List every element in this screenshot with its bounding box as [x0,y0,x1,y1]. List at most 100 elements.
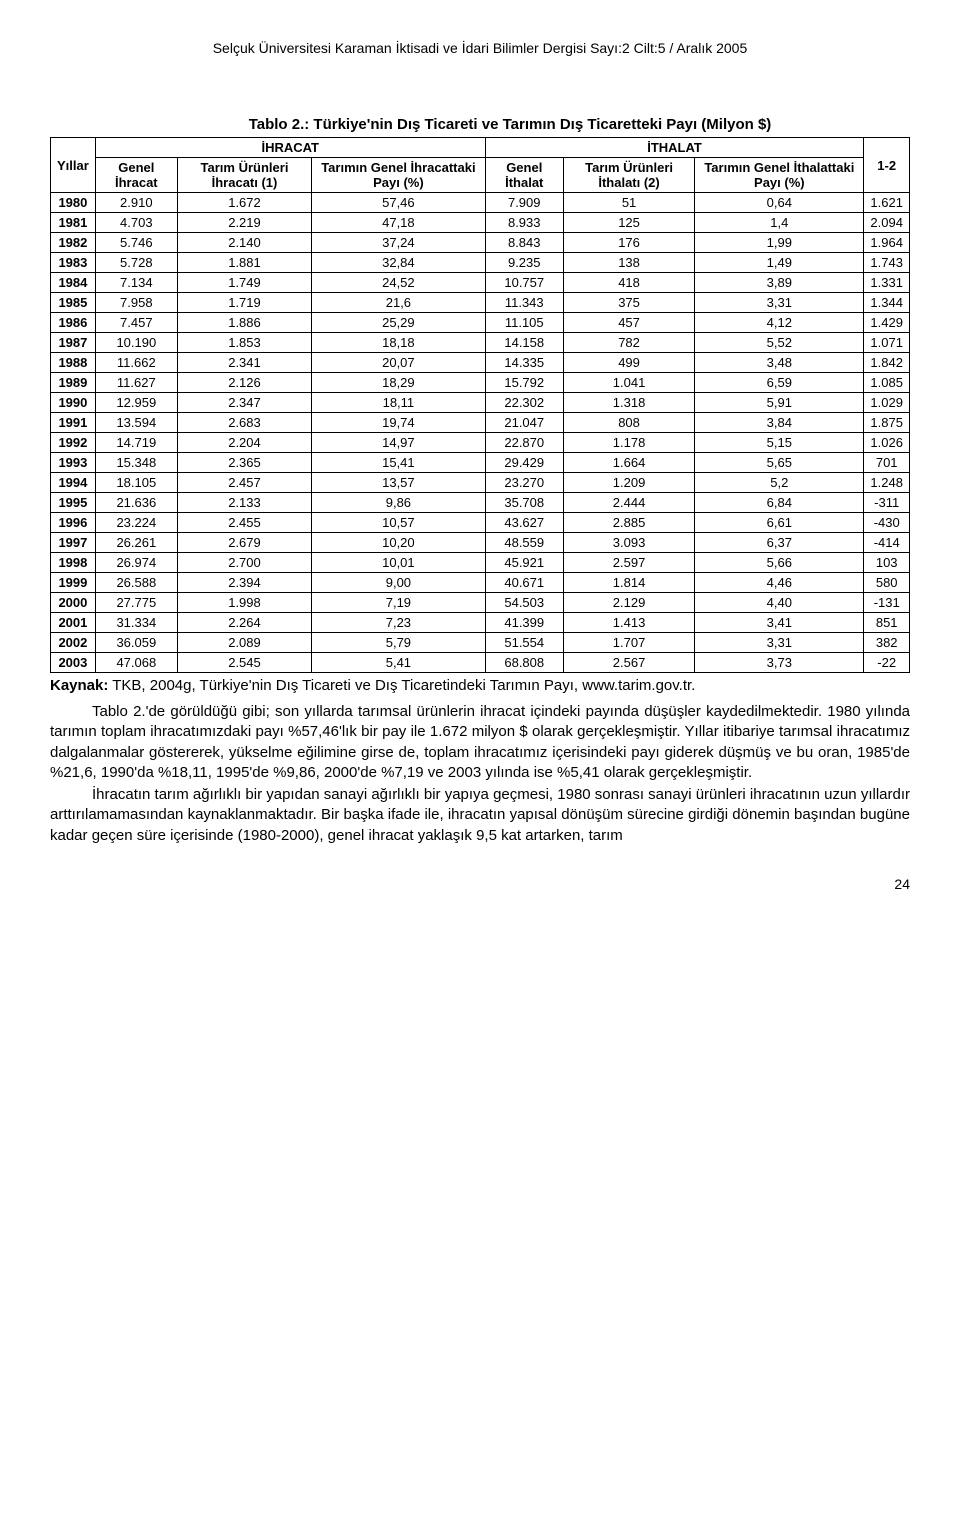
table-cell: 2.129 [563,593,694,613]
table-cell: 418 [563,273,694,293]
data-table: Yıllar İHRACAT İTHALAT 1-2 Genel İhracat… [50,137,910,673]
table-cell: 457 [563,313,694,333]
table-cell: 2.457 [177,473,311,493]
table-row: 199521.6362.1339,8635.7082.4446,84-311 [51,493,910,513]
table-row: 19825.7462.14037,248.8431761,991.964 [51,233,910,253]
table-cell: 1992 [51,433,96,453]
table-cell: 1996 [51,513,96,533]
table-cell: 18,29 [312,373,486,393]
table-cell: 2.444 [563,493,694,513]
table-cell: 1986 [51,313,96,333]
table-cell: 580 [864,573,910,593]
table-cell: 7,19 [312,593,486,613]
table-cell: 1,4 [695,213,864,233]
table-cell: -131 [864,593,910,613]
table-cell: 1.429 [864,313,910,333]
table-cell: 7,23 [312,613,486,633]
table-row: 199826.9742.70010,0145.9212.5975,66103 [51,553,910,573]
table-cell: 1988 [51,353,96,373]
table-cell: 5,65 [695,453,864,473]
table-cell: 3,31 [695,293,864,313]
table-cell: 14.158 [485,333,563,353]
table-cell: 1994 [51,473,96,493]
table-cell: 1.881 [177,253,311,273]
table-cell: 36.059 [95,633,177,653]
table-cell: 10.190 [95,333,177,353]
table-cell: 1999 [51,573,96,593]
table-cell: 701 [864,453,910,473]
col-header-4: Genel İthalat [485,158,563,193]
source-line: Kaynak: TKB, 2004g, Türkiye'nin Dış Tica… [50,677,910,694]
table-cell: 1991 [51,413,96,433]
col-header-1: Genel İhracat [95,158,177,193]
table-cell: 35.708 [485,493,563,513]
table-row: 199012.9592.34718,1122.3021.3185,911.029 [51,393,910,413]
table-cell: 1980 [51,193,96,213]
table-cell: 20,07 [312,353,486,373]
table-cell: 1.026 [864,433,910,453]
table-cell: 5,79 [312,633,486,653]
table-row: 199113.5942.68319,7421.0478083,841.875 [51,413,910,433]
table-cell: 8.843 [485,233,563,253]
table-cell: 851 [864,613,910,633]
table-cell: 10.757 [485,273,563,293]
table-cell: 47.068 [95,653,177,673]
table-title: Tablo 2.: Türkiye'nin Dış Ticareti ve Ta… [50,116,910,133]
table-cell: 1.664 [563,453,694,473]
table-cell: 26.588 [95,573,177,593]
table-row: 198710.1901.85318,1814.1587825,521.071 [51,333,910,353]
table-cell: -414 [864,533,910,553]
source-label: Kaynak: [50,677,108,694]
table-cell: 1993 [51,453,96,473]
table-cell: 375 [563,293,694,313]
table-cell: 5,52 [695,333,864,353]
table-cell: 2.683 [177,413,311,433]
table-row: 200236.0592.0895,7951.5541.7073,31382 [51,633,910,653]
table-cell: 1.318 [563,393,694,413]
table-cell: 5,91 [695,393,864,413]
table-cell: 1990 [51,393,96,413]
table-cell: 1.209 [563,473,694,493]
table-cell: 4,46 [695,573,864,593]
table-cell: 27.775 [95,593,177,613]
table-cell: 2.264 [177,613,311,633]
table-cell: 1.853 [177,333,311,353]
table-cell: 2.679 [177,533,311,553]
table-cell: 43.627 [485,513,563,533]
table-cell: 1985 [51,293,96,313]
table-cell: 1.029 [864,393,910,413]
table-cell: 41.399 [485,613,563,633]
table-cell: 176 [563,233,694,253]
table-cell: 1997 [51,533,96,553]
table-cell: 15.792 [485,373,563,393]
table-row: 19835.7281.88132,849.2351381,491.743 [51,253,910,273]
table-cell: 5.728 [95,253,177,273]
table-cell: 7.909 [485,193,563,213]
table-cell: 2.219 [177,213,311,233]
table-cell: 8.933 [485,213,563,233]
table-cell: 1.886 [177,313,311,333]
table-cell: 2.365 [177,453,311,473]
table-cell: 1.842 [864,353,910,373]
table-cell: 2.140 [177,233,311,253]
table-cell: 31.334 [95,613,177,633]
body-text: Tablo 2.'de görüldüğü gibi; son yıllarda… [50,702,910,846]
table-cell: 18,11 [312,393,486,413]
table-cell: 2.394 [177,573,311,593]
table-cell: 1.719 [177,293,311,313]
table-cell: 7.457 [95,313,177,333]
table-cell: 5,15 [695,433,864,453]
table-cell: 1,49 [695,253,864,273]
page-number: 24 [50,876,910,892]
table-cell: 1.071 [864,333,910,353]
table-cell: 1982 [51,233,96,253]
table-cell: 3.093 [563,533,694,553]
col-header-6: Tarımın Genel İthalattaki Payı (%) [695,158,864,193]
table-cell: 1987 [51,333,96,353]
table-cell: 4,40 [695,593,864,613]
table-cell: 25,29 [312,313,486,333]
table-cell: 7.958 [95,293,177,313]
table-cell: 1.085 [864,373,910,393]
col-header-diff: 1-2 [864,138,910,193]
table-cell: 26.261 [95,533,177,553]
